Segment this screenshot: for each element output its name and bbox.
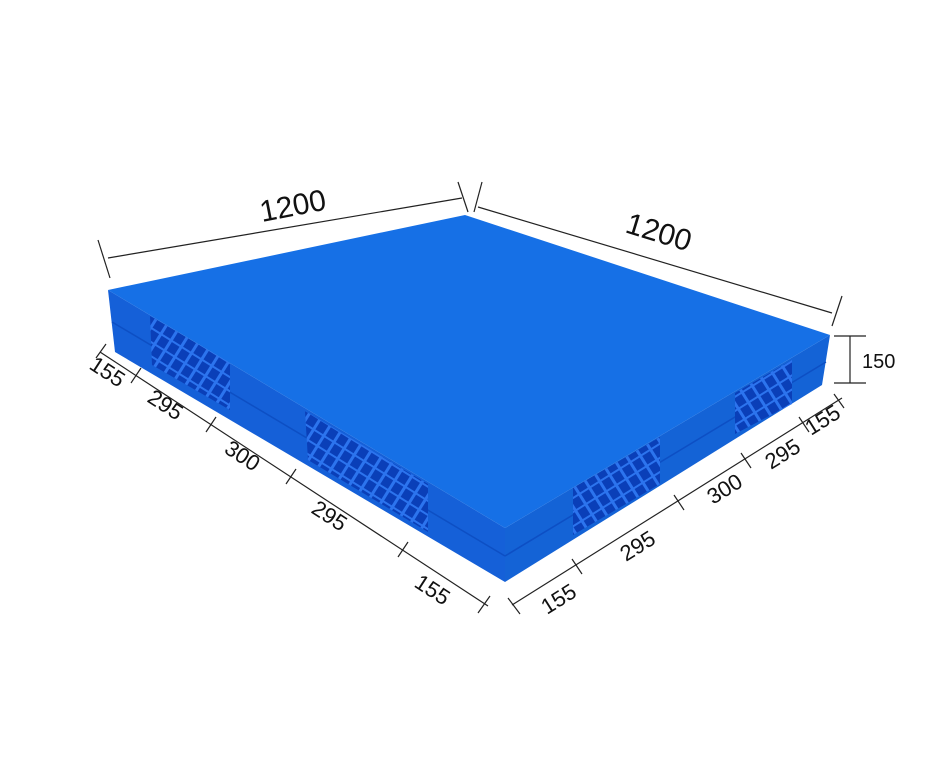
label-right-1: 155 (536, 579, 580, 620)
dimension-top-right (473, 181, 843, 327)
fork-opening (573, 437, 660, 535)
label-left-1: 155 (85, 351, 129, 392)
label-length-right: 1200 (622, 207, 695, 258)
label-right-5: 155 (800, 400, 844, 441)
label-left-3: 300 (220, 435, 264, 476)
label-right-2: 295 (615, 526, 659, 567)
dimension-height (834, 335, 866, 384)
label-height: 150 (862, 351, 895, 373)
dimension-left-bottom (95, 343, 491, 614)
fork-opening (305, 411, 428, 532)
pallet-top-deck (108, 215, 830, 528)
label-left-4: 295 (307, 495, 351, 536)
fork-opening (150, 316, 230, 410)
dimension-top-left (97, 181, 469, 279)
label-right-4: 295 (760, 434, 804, 475)
label-left-5: 155 (410, 569, 454, 610)
label-right-3: 300 (702, 469, 746, 510)
fork-opening (735, 360, 792, 434)
dimension-right-bottom (507, 393, 845, 615)
